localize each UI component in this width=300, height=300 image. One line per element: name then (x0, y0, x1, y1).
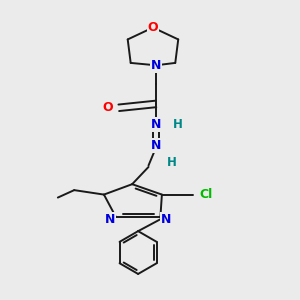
Text: H: H (167, 156, 177, 169)
Text: H: H (173, 118, 183, 131)
Text: O: O (148, 21, 158, 34)
Text: N: N (105, 213, 115, 226)
Text: N: N (151, 118, 161, 131)
Text: Cl: Cl (200, 188, 213, 201)
Text: O: O (103, 101, 113, 114)
Text: N: N (161, 213, 172, 226)
Text: N: N (151, 139, 161, 152)
Text: N: N (151, 59, 161, 72)
